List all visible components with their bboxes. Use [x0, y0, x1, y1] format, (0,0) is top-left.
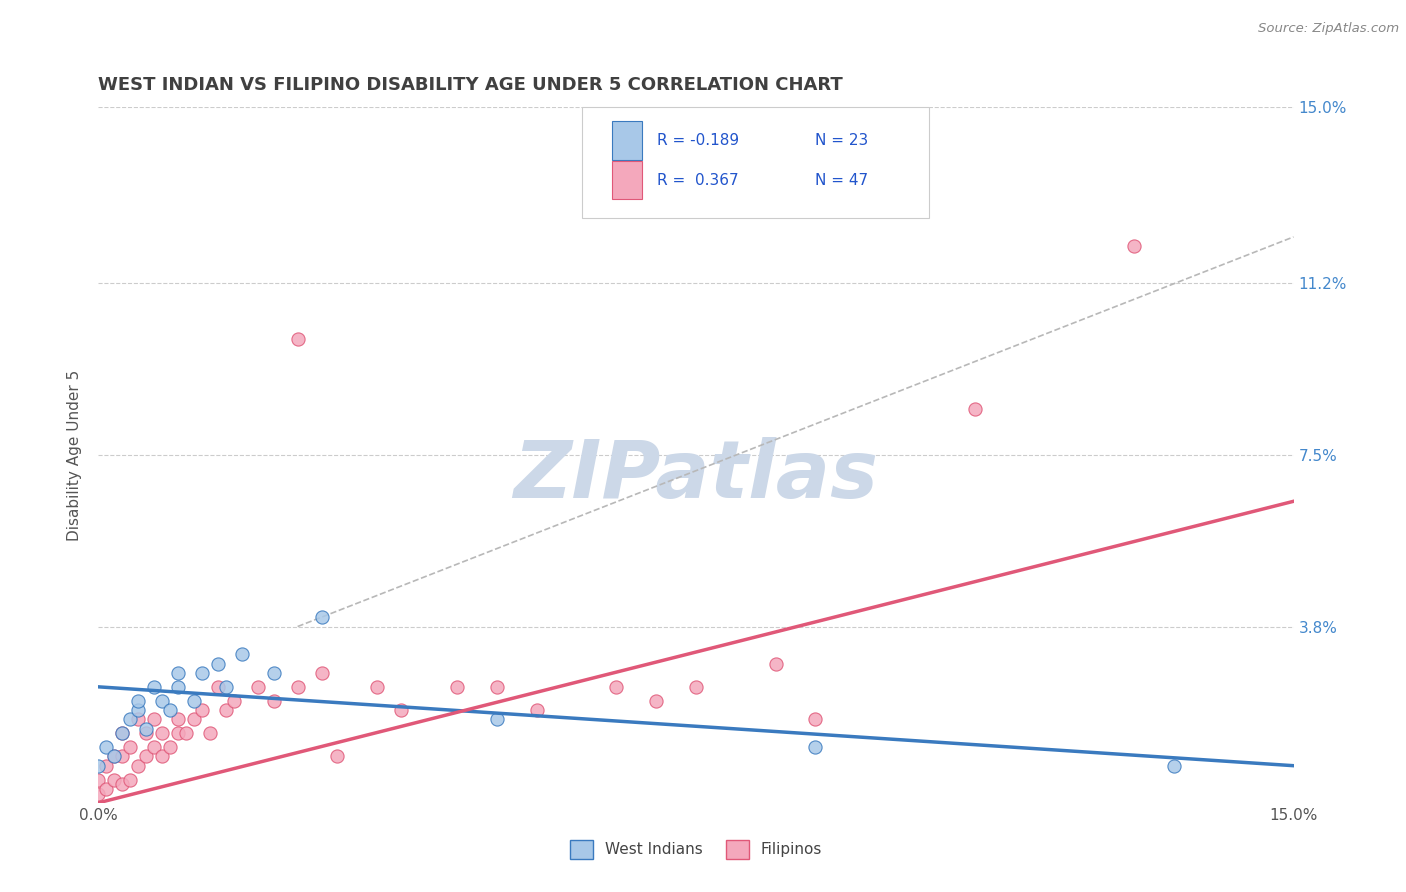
Point: [167, 680, 190, 694]
Point: [222, 694, 245, 708]
Point: [191, 703, 214, 717]
Point: [804, 740, 827, 755]
Point: [103, 749, 125, 764]
Point: [87, 787, 110, 801]
Y-axis label: Disability Age Under 5: Disability Age Under 5: [67, 369, 83, 541]
Point: [1163, 758, 1185, 772]
Text: Source: ZipAtlas.com: Source: ZipAtlas.com: [1258, 22, 1399, 36]
Point: [167, 712, 190, 726]
Point: [198, 726, 221, 740]
Point: [605, 680, 627, 694]
Point: [120, 712, 142, 726]
Point: [215, 703, 238, 717]
Point: [287, 332, 309, 346]
Legend: West Indians, Filipinos: West Indians, Filipinos: [564, 834, 828, 864]
Point: [366, 680, 388, 694]
Point: [143, 712, 166, 726]
Point: [389, 703, 412, 717]
FancyBboxPatch shape: [582, 107, 929, 219]
Point: [111, 726, 134, 740]
Point: [150, 694, 173, 708]
Point: [127, 712, 149, 726]
FancyBboxPatch shape: [613, 121, 643, 160]
Point: [167, 665, 190, 680]
Point: [127, 703, 149, 717]
Point: [326, 749, 349, 764]
Point: [96, 740, 118, 755]
Point: [485, 712, 508, 726]
Point: [263, 694, 285, 708]
Point: [135, 749, 157, 764]
Point: [150, 749, 173, 764]
Point: [87, 758, 110, 772]
Text: N = 23: N = 23: [815, 133, 869, 148]
Point: [96, 781, 118, 796]
Point: [485, 680, 508, 694]
Point: [311, 610, 333, 624]
Point: [311, 665, 333, 680]
Point: [526, 703, 548, 717]
Point: [645, 694, 668, 708]
Point: [135, 722, 157, 736]
Point: [135, 726, 157, 740]
Point: [120, 740, 142, 755]
Point: [804, 712, 827, 726]
Point: [127, 758, 149, 772]
Point: [183, 712, 205, 726]
Point: [150, 726, 173, 740]
Point: [143, 740, 166, 755]
Point: [765, 657, 787, 671]
Point: [159, 740, 181, 755]
Point: [111, 777, 134, 791]
Text: WEST INDIAN VS FILIPINO DISABILITY AGE UNDER 5 CORRELATION CHART: WEST INDIAN VS FILIPINO DISABILITY AGE U…: [98, 77, 844, 95]
Point: [1123, 239, 1146, 253]
Point: [127, 694, 149, 708]
Point: [215, 680, 238, 694]
Point: [963, 401, 986, 416]
Point: [87, 772, 110, 787]
Point: [96, 758, 118, 772]
Point: [183, 694, 205, 708]
Point: [174, 726, 197, 740]
Point: [446, 680, 468, 694]
FancyBboxPatch shape: [613, 161, 643, 199]
Point: [246, 680, 269, 694]
Point: [159, 703, 181, 717]
Point: [167, 726, 190, 740]
Text: N = 47: N = 47: [815, 172, 869, 187]
Point: [207, 657, 229, 671]
Point: [103, 749, 125, 764]
Point: [191, 665, 214, 680]
Point: [111, 726, 134, 740]
Text: ZIPatlas: ZIPatlas: [513, 437, 879, 515]
Text: R =  0.367: R = 0.367: [657, 172, 738, 187]
Point: [287, 680, 309, 694]
Point: [685, 680, 707, 694]
Point: [111, 749, 134, 764]
Point: [143, 680, 166, 694]
Point: [263, 665, 285, 680]
Point: [231, 648, 253, 662]
Point: [207, 680, 229, 694]
Point: [120, 772, 142, 787]
Point: [103, 772, 125, 787]
Text: R = -0.189: R = -0.189: [657, 133, 738, 148]
